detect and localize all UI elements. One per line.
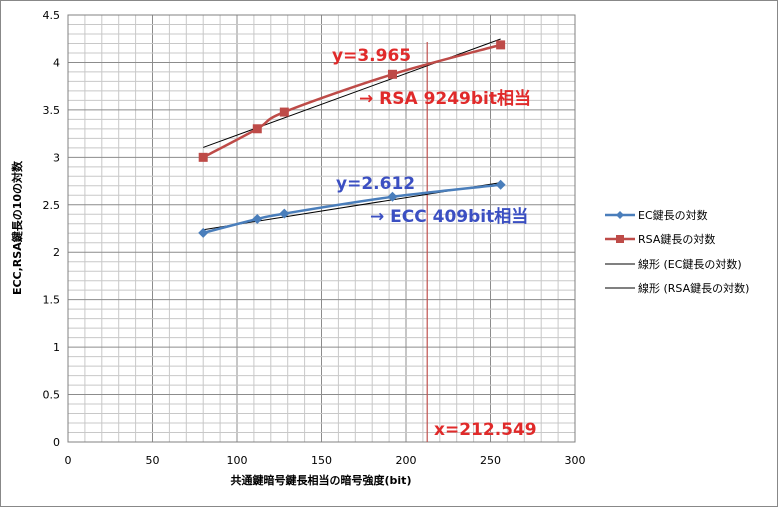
legend-label-ec-trend: 線形 (EC鍵長の対数) <box>638 257 742 271</box>
data-point-ec <box>387 191 398 202</box>
data-point-rsa <box>252 124 262 134</box>
legend-item-rsa-trend: 線形 (RSA鍵長の対数) <box>605 281 749 295</box>
y-tick-labels: 0 0.5 1 1.5 2 2.5 3 3.5 4 4.5 <box>43 9 61 449</box>
y-tick-label: 0 <box>53 436 60 449</box>
data-point-ec <box>252 214 263 225</box>
x-tick-label: 150 <box>311 454 332 467</box>
x-tick-label: 100 <box>227 454 248 467</box>
y-tick-label: 4 <box>53 56 60 69</box>
y-axis-title: ECC,RSA鍵長の10の対数 <box>10 160 24 295</box>
annotation-rsa-note: → RSA 9249bit相当 <box>359 88 531 109</box>
legend-label-rsa-trend: 線形 (RSA鍵長の対数) <box>638 281 749 295</box>
data-point-rsa <box>198 152 208 162</box>
y-tick-label: 1 <box>53 341 60 354</box>
y-tick-label: 3.5 <box>43 104 61 117</box>
x-tick-label: 300 <box>565 454 586 467</box>
x-tick-label: 200 <box>396 454 417 467</box>
data-point-ec <box>495 179 506 190</box>
data-point-rsa <box>496 40 506 50</box>
data-point-ec <box>279 208 290 219</box>
annotation-ecc-y: y=2.612 <box>336 174 415 194</box>
y-tick-label: 2 <box>53 246 60 259</box>
annotation-ecc-note: → ECC 409bit相当 <box>370 206 528 227</box>
x-tick-labels: 0 50 100 150 200 250 300 <box>65 454 586 467</box>
legend-item-ec: EC鍵長の対数 <box>605 208 708 222</box>
legend-label-ec: EC鍵長の対数 <box>638 208 708 222</box>
y-tick-label: 2.5 <box>43 199 61 212</box>
x-tick-label: 250 <box>480 454 501 467</box>
data-series <box>198 40 506 238</box>
annotation-x-value: x=212.549 <box>434 420 537 440</box>
x-axis-title: 共通鍵暗号鍵長相当の暗号強度(bit) <box>231 473 412 487</box>
y-tick-label: 1.5 <box>43 294 61 307</box>
legend: EC鍵長の対数 RSA鍵長の対数 線形 (EC鍵長の対数) 線形 (RSA鍵長の… <box>605 208 749 295</box>
x-tick-label: 50 <box>146 454 160 467</box>
legend-label-rsa: RSA鍵長の対数 <box>638 232 715 246</box>
y-tick-label: 0.5 <box>43 389 61 402</box>
plot-area-frame <box>67 14 576 443</box>
legend-item-rsa: RSA鍵長の対数 <box>605 232 715 246</box>
x-tick-label: 0 <box>65 454 72 467</box>
series-line-rsa <box>202 43 501 159</box>
y-tick-label: 3 <box>53 151 60 164</box>
data-point-rsa <box>279 107 289 117</box>
y-tick-label: 4.5 <box>43 9 61 22</box>
legend-item-ec-trend: 線形 (EC鍵長の対数) <box>605 257 742 271</box>
legend-marker-square <box>616 235 624 243</box>
series-line-ec <box>202 183 501 235</box>
legend-marker-diamond <box>616 211 624 219</box>
data-point-ec <box>198 227 209 238</box>
data-point-rsa <box>387 69 397 79</box>
annotation-rsa-y: y=3.965 <box>332 46 411 66</box>
